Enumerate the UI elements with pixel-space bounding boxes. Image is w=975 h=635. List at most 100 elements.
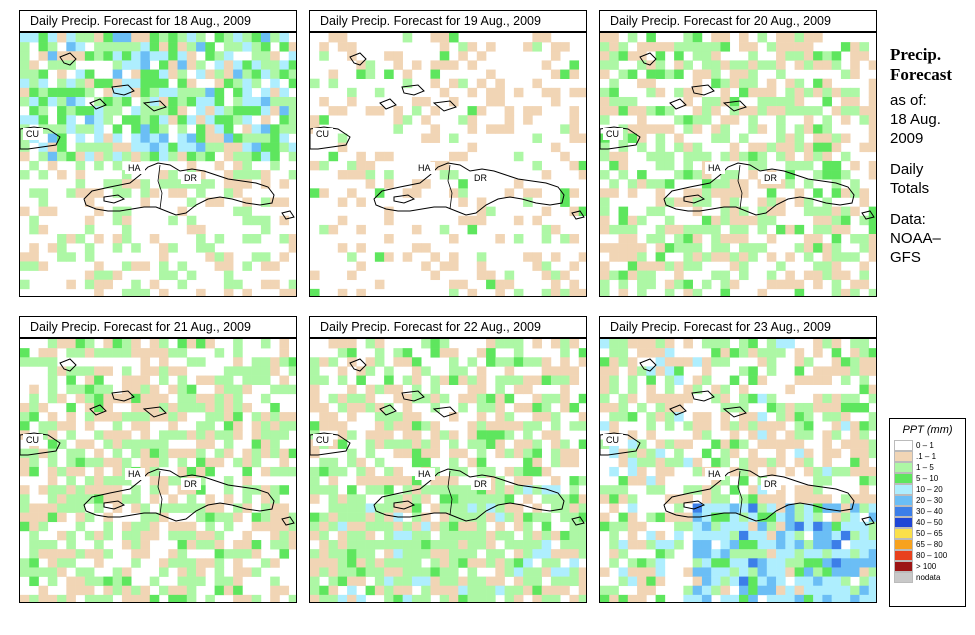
info-heading-1: Precip.	[890, 45, 942, 64]
precip-cell	[627, 476, 638, 486]
precip-map[interactable]: CU HA DR	[599, 32, 877, 297]
precip-cell	[655, 234, 666, 244]
precip-cell	[29, 466, 39, 477]
precip-cell	[766, 402, 777, 413]
precip-cell	[748, 594, 758, 602]
precip-cell	[504, 594, 515, 602]
precip-cell	[757, 393, 768, 404]
map-label-cu: CU	[316, 435, 329, 445]
precip-cell	[600, 393, 610, 404]
precip-cell	[711, 357, 721, 367]
precip-cell	[94, 448, 104, 459]
precip-cell	[467, 558, 478, 568]
precip-cell	[319, 115, 329, 125]
precip-cell	[29, 530, 39, 541]
precip-cell	[739, 503, 749, 513]
precip-cell	[609, 151, 619, 162]
precip-cell	[600, 288, 610, 296]
precip-cell	[159, 243, 169, 253]
precip-cell	[541, 234, 552, 244]
precip-cell	[356, 224, 366, 235]
precip-cell	[319, 160, 329, 171]
precip-cell	[541, 485, 552, 495]
precip-cell	[421, 243, 431, 253]
precip-cell	[38, 124, 49, 134]
precip-cell	[242, 106, 252, 116]
precip-cell	[374, 357, 385, 367]
precip-cell	[476, 106, 487, 116]
coastline-hisp	[83, 468, 275, 522]
precip-cell	[103, 366, 113, 376]
precip-cell	[618, 215, 629, 226]
precip-cell	[131, 521, 141, 532]
precip-cell	[757, 412, 768, 422]
precip-cell	[458, 585, 468, 596]
precip-cell	[439, 393, 450, 404]
precip-cell	[393, 124, 403, 134]
precip-cell	[186, 160, 197, 171]
precip-cell	[66, 234, 76, 244]
precip-cell	[47, 494, 58, 504]
precip-cell	[270, 96, 280, 107]
legend-label: 1 – 5	[916, 463, 934, 472]
precip-cell	[868, 78, 876, 89]
precip-cell	[840, 106, 851, 116]
precip-cell	[532, 402, 542, 413]
precip-cell	[850, 558, 860, 568]
precip-cell	[476, 430, 487, 440]
precip-cell	[393, 476, 403, 486]
precip-cell	[729, 224, 740, 235]
precip-cell	[402, 558, 413, 568]
precip-cell	[20, 567, 30, 577]
precip-cell	[850, 357, 860, 367]
precip-cell	[242, 540, 252, 550]
precip-cell	[57, 466, 67, 477]
precip-cell	[177, 521, 188, 532]
precip-map[interactable]: CU HA DR	[19, 32, 297, 297]
precip-map[interactable]: CU HA DR	[19, 338, 297, 603]
precip-cell	[288, 530, 296, 541]
precip-cell	[47, 439, 58, 449]
precip-cell	[439, 558, 450, 568]
precip-cell	[374, 151, 385, 162]
precip-cell	[785, 585, 795, 596]
precip-cell	[813, 33, 823, 43]
precip-map[interactable]: CU HA DR	[309, 32, 587, 297]
precip-cell	[794, 96, 805, 107]
precip-cell	[720, 33, 731, 43]
precip-cell	[38, 585, 49, 596]
precip-cell	[430, 60, 441, 70]
precip-cell	[627, 412, 638, 422]
precip-map[interactable]: CU HA DR	[599, 338, 877, 603]
precip-cell	[822, 197, 832, 207]
coastline-pr	[281, 210, 295, 220]
precip-cell	[794, 366, 805, 376]
precip-cell	[319, 42, 329, 52]
precip-cell	[646, 78, 656, 89]
precip-cell	[205, 339, 215, 349]
precip-cell	[384, 430, 394, 440]
precip-cell	[20, 69, 30, 79]
precip-cell	[776, 115, 786, 125]
precip-cell	[310, 549, 320, 559]
precip-cell	[347, 270, 357, 281]
map-label-bg	[415, 162, 435, 174]
precip-cell	[337, 402, 348, 413]
precip-cell	[270, 503, 280, 513]
precip-cell	[103, 339, 113, 349]
precip-cell	[637, 558, 647, 568]
precip-cell	[66, 151, 76, 162]
precip-cell	[701, 549, 712, 559]
precip-cell	[831, 51, 842, 61]
precip-cell	[541, 206, 552, 217]
legend-swatch	[894, 484, 913, 495]
precip-cell	[84, 124, 95, 134]
precip-cell	[449, 530, 459, 541]
coastline-cuba	[600, 432, 641, 456]
precip-cell	[214, 261, 225, 271]
precip-cell	[260, 33, 271, 43]
precip-cell	[149, 594, 160, 602]
precip-cell	[57, 512, 67, 523]
precip-cell	[720, 448, 731, 459]
precip-map[interactable]: CU HA DR	[309, 338, 587, 603]
